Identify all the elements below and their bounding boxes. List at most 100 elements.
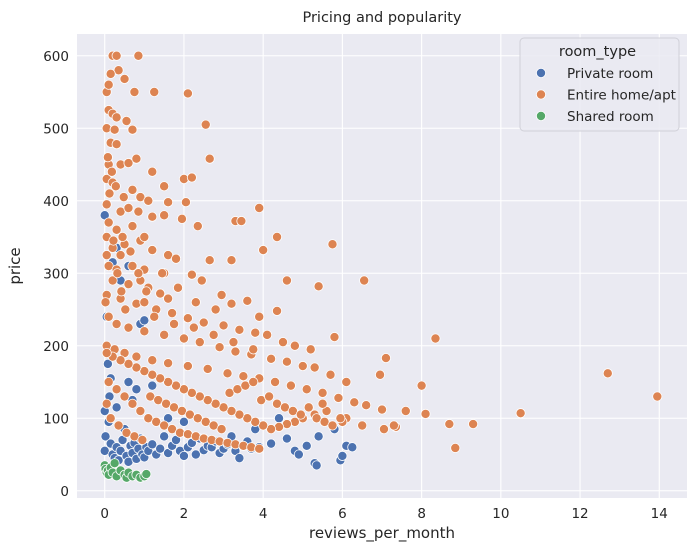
data-point [289, 340, 300, 351]
y-tick-label: 300 [43, 266, 69, 282]
data-point [285, 380, 296, 391]
data-point [327, 239, 338, 250]
data-point [119, 73, 130, 84]
data-point [258, 245, 269, 256]
data-point [262, 329, 273, 340]
data-point [141, 469, 152, 480]
data-point [111, 402, 122, 413]
data-point [121, 116, 132, 127]
data-point [277, 337, 288, 348]
data-point [234, 453, 245, 464]
data-point [190, 297, 201, 308]
data-point [147, 439, 158, 450]
data-point [149, 311, 160, 322]
data-point [192, 221, 203, 232]
data-point [248, 376, 259, 387]
data-point [139, 231, 150, 242]
data-point [182, 313, 193, 324]
data-point [103, 311, 114, 322]
data-point [131, 351, 142, 362]
y-tick-label: 0 [60, 484, 69, 500]
data-point [337, 450, 348, 461]
data-point [111, 50, 122, 61]
data-point [208, 329, 219, 340]
y-tick-label: 600 [43, 49, 69, 65]
data-point [204, 153, 215, 164]
y-tick-label: 500 [43, 121, 69, 137]
data-point [104, 188, 115, 199]
data-point [226, 255, 237, 266]
y-axis-label: price [6, 247, 24, 284]
data-point [111, 384, 122, 395]
data-point [143, 195, 154, 206]
x-tick-label: 14 [651, 506, 668, 522]
data-point [123, 279, 134, 290]
data-point [163, 197, 174, 208]
data-point [236, 216, 247, 227]
data-point [515, 408, 526, 419]
data-point [317, 398, 328, 409]
data-point [163, 358, 174, 369]
data-point [652, 391, 663, 402]
data-point [297, 361, 308, 372]
data-point [159, 210, 170, 221]
data-point [102, 152, 113, 163]
data-point [159, 431, 170, 442]
data-point [190, 449, 201, 460]
data-point [186, 269, 197, 280]
data-point [127, 398, 138, 409]
data-point [186, 172, 197, 183]
data-point [202, 363, 213, 374]
data-point [101, 398, 112, 409]
data-point [113, 420, 124, 431]
data-point [325, 369, 336, 380]
data-point [101, 347, 112, 358]
data-point [420, 408, 431, 419]
data-point [167, 308, 178, 319]
data-point [274, 413, 285, 424]
data-point [230, 346, 241, 357]
data-point [112, 268, 123, 279]
data-point [375, 369, 386, 380]
data-point [226, 298, 237, 309]
data-point [301, 440, 312, 451]
x-tick-label: 6 [338, 506, 347, 522]
data-point [147, 211, 158, 222]
data-point [293, 449, 304, 460]
data-point [341, 376, 352, 387]
data-point [196, 275, 207, 286]
data-point [102, 358, 113, 369]
data-point [349, 397, 360, 408]
data-point [248, 344, 259, 355]
data-point [107, 275, 118, 286]
data-point [127, 184, 138, 195]
data-point [139, 326, 150, 337]
data-point [311, 460, 322, 471]
data-point [133, 206, 144, 217]
data-points [99, 50, 663, 483]
data-point [450, 442, 461, 453]
data-point [359, 275, 370, 286]
data-point [254, 443, 265, 454]
data-point [347, 442, 358, 453]
data-point [234, 324, 245, 335]
x-axis-ticks: 0 2 4 6 8 10 12 14 [100, 506, 667, 522]
data-point [200, 119, 211, 130]
data-point [178, 450, 189, 461]
data-point [100, 431, 111, 442]
data-point [123, 158, 134, 169]
data-point [147, 355, 158, 366]
data-point [188, 322, 199, 333]
data-point [204, 255, 215, 266]
data-point [131, 384, 142, 395]
data-point [163, 293, 174, 304]
data-point [133, 50, 144, 61]
data-point [281, 356, 292, 367]
data-point [333, 392, 344, 403]
data-point [178, 333, 189, 344]
data-point [127, 124, 138, 135]
data-point [115, 250, 126, 261]
data-point [602, 368, 613, 379]
data-point [137, 434, 148, 445]
